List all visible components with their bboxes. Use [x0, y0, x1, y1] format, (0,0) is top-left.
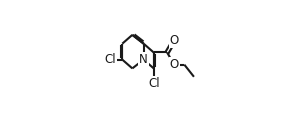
Text: O: O	[170, 58, 179, 71]
Text: O: O	[170, 34, 179, 47]
Text: Cl: Cl	[148, 77, 160, 90]
Text: Cl: Cl	[104, 53, 116, 66]
Text: N: N	[139, 53, 148, 66]
